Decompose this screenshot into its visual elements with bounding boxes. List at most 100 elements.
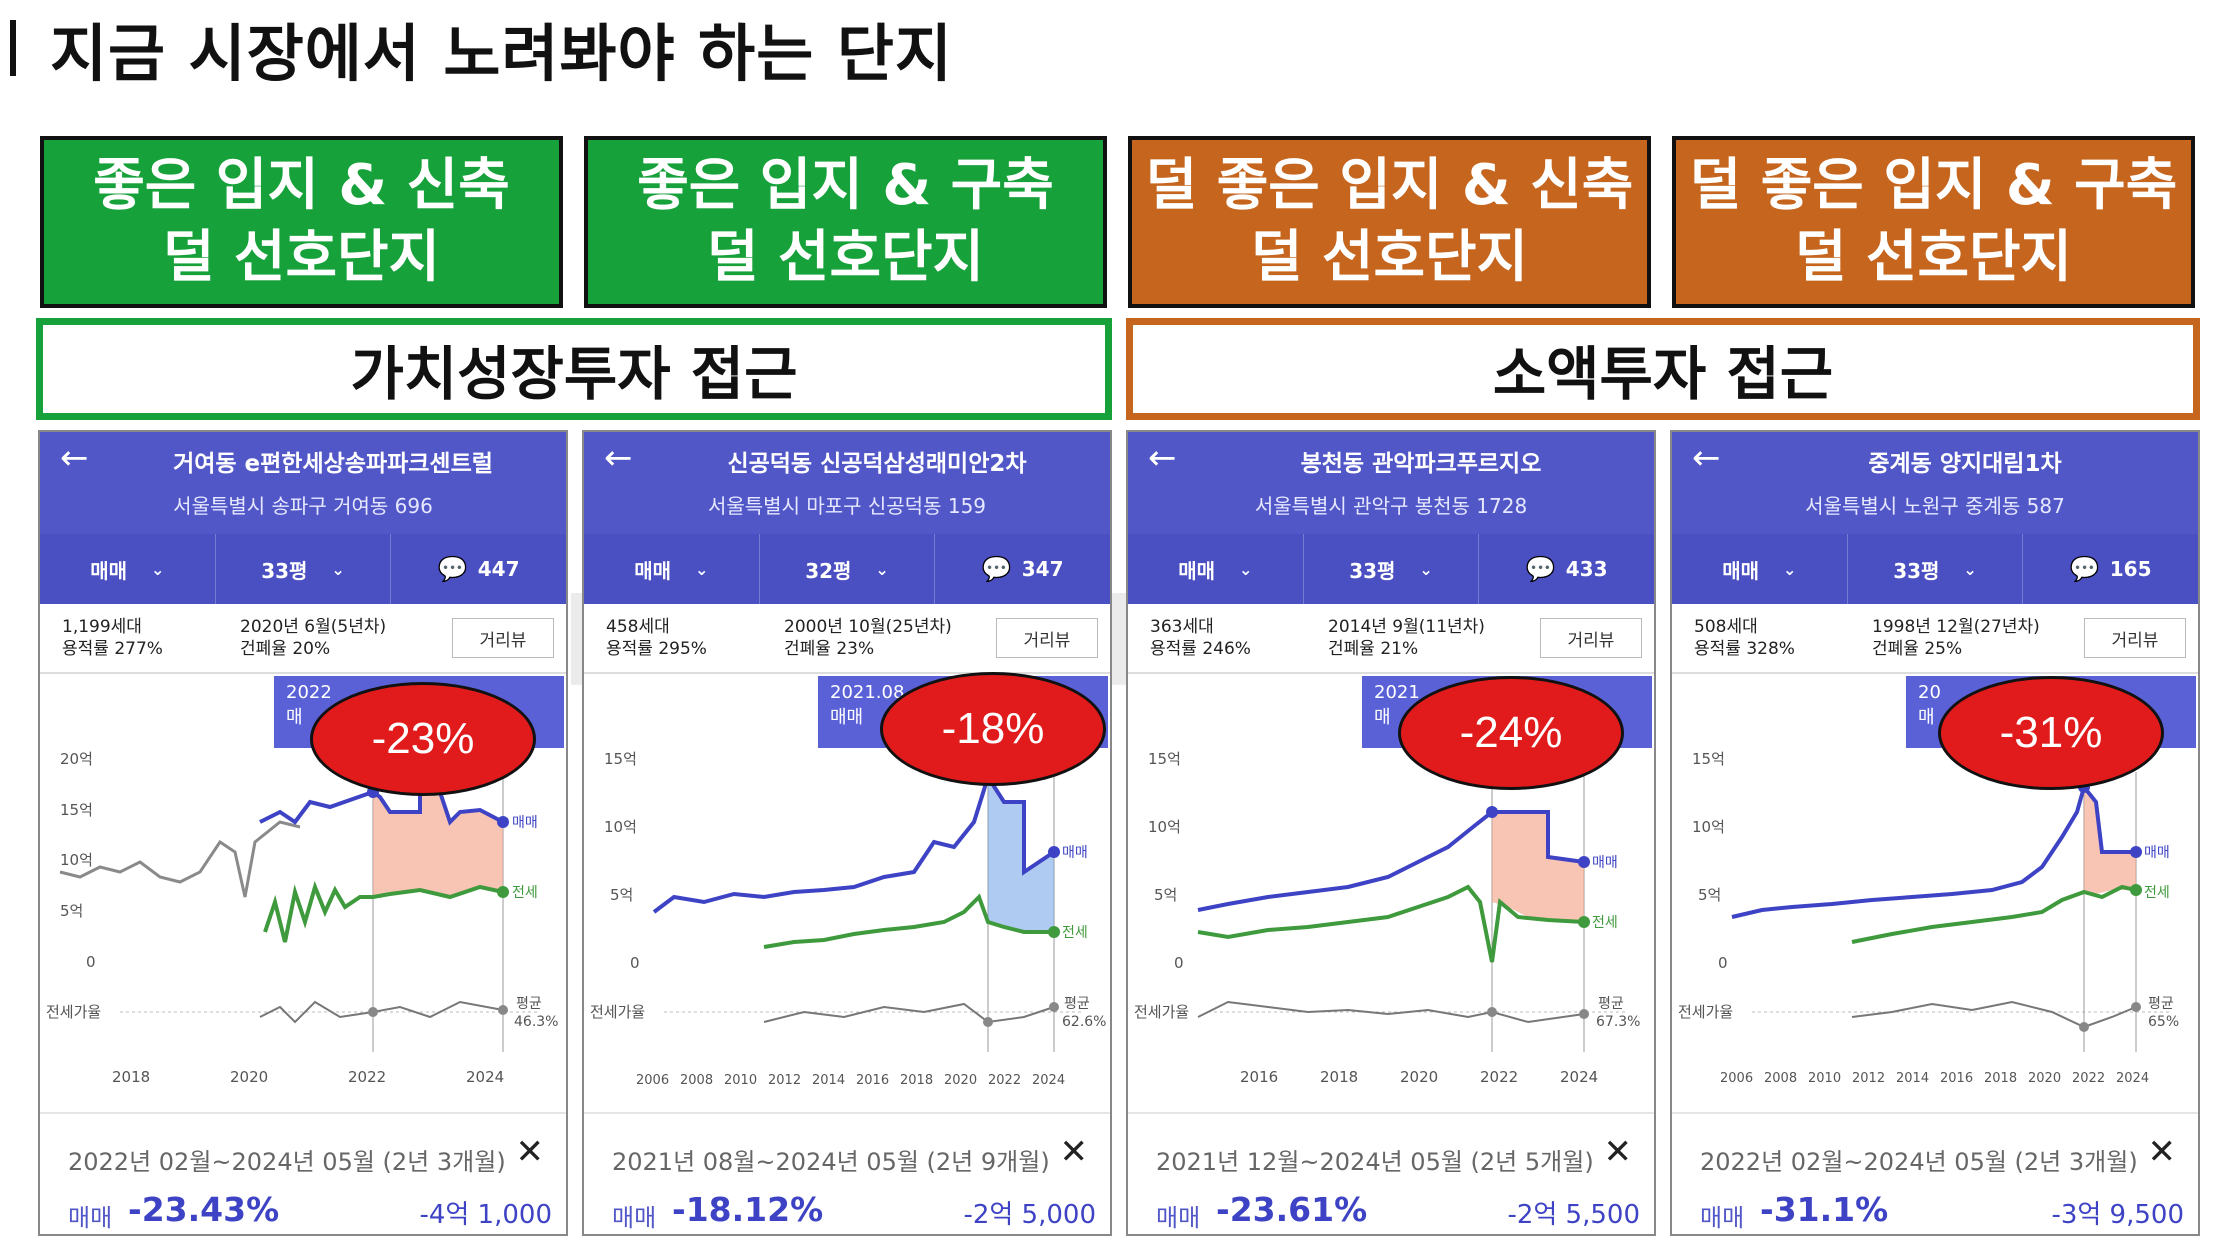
speech-bubble-icon: 💬 bbox=[981, 555, 1012, 583]
trade-type-select[interactable]: 매매 ⌄ bbox=[584, 534, 760, 604]
complex-name: 봉천동 관악파크푸르지오 bbox=[1300, 451, 1542, 477]
complex-name: 신공덕동 신공덕삼성래미안2차 bbox=[727, 451, 1027, 477]
decline-badge: -18% bbox=[880, 672, 1106, 786]
period-summary: 2022년 02월~2024년 05월 (2년 3개월) ✕ 매매 -31.1%… bbox=[1672, 1112, 2198, 1234]
avg-value: 67.3% bbox=[1596, 1014, 1640, 1030]
street-view-button[interactable]: 거리뷰 bbox=[1540, 618, 1642, 658]
complex-address: 서울특별시 노원구 중계동 587 bbox=[1805, 494, 2065, 518]
back-arrow-icon[interactable]: ← bbox=[1692, 438, 1721, 478]
trade-type-select[interactable]: 매매 ⌄ bbox=[40, 534, 216, 604]
back-arrow-icon[interactable]: ← bbox=[1148, 438, 1177, 478]
street-view-button[interactable]: 거리뷰 bbox=[2084, 618, 2186, 658]
x-tick: 2010 bbox=[1808, 1071, 1841, 1086]
back-arrow-icon[interactable]: ← bbox=[60, 438, 89, 478]
street-view-button[interactable]: 거리뷰 bbox=[452, 618, 554, 658]
complex-info: 1,199세대 용적률 277% 2020년 6월(5년차) 건폐율 20% 거리뷰 bbox=[40, 604, 566, 674]
x-tick: 2022 bbox=[1480, 1068, 1518, 1086]
size-label: 32평 bbox=[805, 558, 852, 583]
comments-button[interactable]: 💬 165 bbox=[2023, 534, 2198, 604]
trade-type-select[interactable]: 매매 ⌄ bbox=[1128, 534, 1304, 604]
complex-panel-3: ← 봉천동 관악파크푸르지오 서울특별시 관악구 봉천동 1728 매매 ⌄ 33… bbox=[1126, 430, 1656, 1236]
complex-address: 서울특별시 송파구 거여동 696 bbox=[173, 494, 433, 518]
y-tick: 0 bbox=[1718, 954, 1728, 972]
change-amount: -3억 9,500 bbox=[2051, 1200, 2184, 1230]
avg-value: 62.6% bbox=[1062, 1014, 1106, 1030]
jeonse-series-label: 전세 bbox=[512, 885, 538, 901]
approach-small-investment: 소액투자 접근 bbox=[1126, 318, 2200, 420]
y-tick: 20억 bbox=[60, 750, 93, 768]
y-tick: 10억 bbox=[1148, 818, 1181, 836]
households: 458세대 bbox=[606, 617, 670, 637]
avg-label: 평균 bbox=[1064, 996, 1090, 1012]
change-amount: -2억 5,000 bbox=[963, 1200, 1096, 1230]
speech-bubble-icon: 💬 bbox=[2069, 555, 2100, 583]
y-tick: 5억 bbox=[610, 886, 633, 904]
price-chart-svg: 15억 10억 5억 0 전세가율 2006 2008 2010 2012 20… bbox=[590, 750, 1106, 1088]
complex-name: 중계동 양지대림1차 bbox=[1868, 451, 2062, 477]
period-range: 2022년 02월~2024년 05월 (2년 3개월) bbox=[1700, 1148, 2138, 1176]
panel-header: ← 신공덕동 신공덕삼성래미안2차 서울특별시 마포구 신공덕동 159 매매 ⌄… bbox=[584, 432, 1110, 604]
building-coverage: 건폐율 20% bbox=[240, 639, 331, 659]
building-coverage: 건폐율 23% bbox=[784, 639, 875, 659]
trade-type-select[interactable]: 매매 ⌄ bbox=[1672, 534, 1848, 604]
x-tick: 2016 bbox=[856, 1073, 889, 1088]
comment-count: 165 bbox=[2109, 557, 2152, 581]
y-tick: 10억 bbox=[60, 851, 93, 869]
x-tick: 2018 bbox=[1984, 1071, 2017, 1086]
comments-button[interactable]: 💬 433 bbox=[1479, 534, 1654, 604]
close-icon[interactable]: ✕ bbox=[2147, 1132, 2177, 1172]
category-line1: 좋은 입지 & 신축 bbox=[93, 153, 510, 218]
ratio-axis-label: 전세가율 bbox=[1678, 1003, 1733, 1021]
close-icon[interactable]: ✕ bbox=[515, 1132, 545, 1172]
comment-count: 447 bbox=[477, 557, 520, 581]
comments-button[interactable]: 💬 447 bbox=[391, 534, 566, 604]
page-title: 지금 시장에서 노려봐야 하는 단지 bbox=[10, 8, 953, 90]
size-select[interactable]: 33평 ⌄ bbox=[1304, 534, 1480, 604]
chevron-down-icon: ⌄ bbox=[151, 559, 165, 579]
y-tick: 0 bbox=[86, 953, 96, 971]
built-date: 2000년 10월(25년차) bbox=[784, 617, 952, 637]
period-summary: 2022년 02월~2024년 05월 (2년 3개월) ✕ 매매 -23.43… bbox=[40, 1112, 566, 1234]
x-tick: 2016 bbox=[1240, 1068, 1278, 1086]
floor-area-ratio: 용적률 328% bbox=[1694, 639, 1795, 659]
y-tick: 5억 bbox=[1698, 886, 1721, 904]
avg-label: 평균 bbox=[516, 996, 542, 1012]
avg-value: 46.3% bbox=[514, 1014, 558, 1030]
speech-bubble-icon: 💬 bbox=[437, 555, 468, 583]
x-tick: 2022 bbox=[2072, 1071, 2105, 1086]
comment-count: 347 bbox=[1021, 557, 1064, 581]
category-box-1: 좋은 입지 & 신축 덜 선호단지 bbox=[40, 136, 563, 308]
size-select[interactable]: 33평 ⌄ bbox=[1848, 534, 2024, 604]
chevron-down-icon: ⌄ bbox=[875, 559, 889, 579]
chevron-down-icon: ⌄ bbox=[1239, 559, 1253, 579]
complex-info: 458세대 용적률 295% 2000년 10월(25년차) 건폐율 23% 거리뷰 bbox=[584, 604, 1110, 674]
ratio-axis-label: 전세가율 bbox=[46, 1003, 101, 1021]
x-tick: 2006 bbox=[1720, 1071, 1753, 1086]
y-tick: 15억 bbox=[604, 750, 637, 768]
y-tick: 15억 bbox=[1148, 750, 1181, 768]
complex-panel-1: ← 거여동 e편한세상송파파크센트럴 서울특별시 송파구 거여동 696 매매 ⌄… bbox=[38, 430, 568, 1236]
y-tick: 5억 bbox=[1154, 886, 1177, 904]
close-icon[interactable]: ✕ bbox=[1603, 1132, 1633, 1172]
x-tick: 2016 bbox=[1940, 1071, 1973, 1086]
complex-info: 363세대 용적률 246% 2014년 9월(11년차) 건폐율 21% 거리뷰 bbox=[1128, 604, 1654, 674]
street-view-button[interactable]: 거리뷰 bbox=[996, 618, 1098, 658]
x-tick: 2018 bbox=[1320, 1068, 1358, 1086]
close-icon[interactable]: ✕ bbox=[1059, 1132, 1089, 1172]
jeonse-series-label: 전세 bbox=[1592, 915, 1618, 931]
size-select[interactable]: 33평 ⌄ bbox=[216, 534, 392, 604]
back-arrow-icon[interactable]: ← bbox=[604, 438, 633, 478]
built-date: 2014년 9월(11년차) bbox=[1328, 617, 1485, 637]
size-select[interactable]: 32평 ⌄ bbox=[760, 534, 936, 604]
tooltip-kind: 매 bbox=[1918, 707, 1935, 728]
change-percent: -31.1% bbox=[1760, 1190, 1889, 1229]
x-tick: 2022 bbox=[348, 1068, 386, 1086]
households: 508세대 bbox=[1694, 617, 1758, 637]
period-range: 2022년 02월~2024년 05월 (2년 3개월) bbox=[68, 1148, 506, 1176]
households: 1,199세대 bbox=[62, 617, 142, 637]
avg-label: 평균 bbox=[2148, 996, 2174, 1012]
decline-badge: -31% bbox=[1938, 676, 2164, 790]
comments-button[interactable]: 💬 347 bbox=[935, 534, 1110, 604]
size-label: 33평 bbox=[261, 558, 308, 583]
x-tick: 2008 bbox=[680, 1073, 713, 1088]
